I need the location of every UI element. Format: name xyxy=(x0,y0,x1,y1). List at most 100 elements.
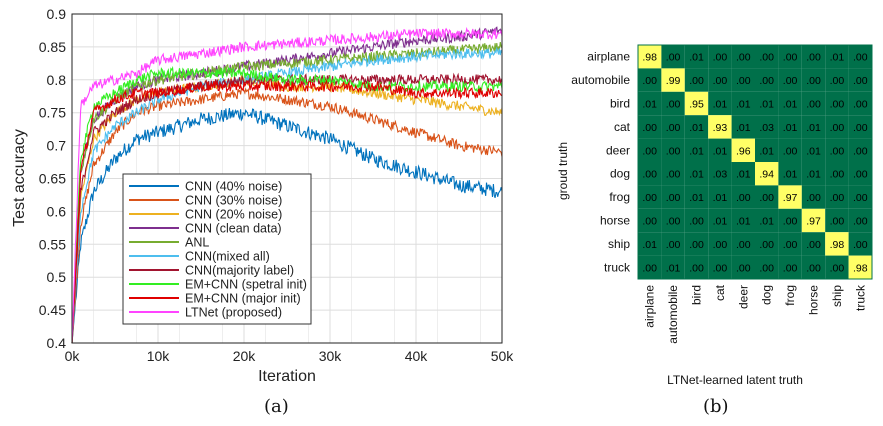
matrix-cell xyxy=(638,68,662,92)
row-label: dog xyxy=(610,167,630,181)
matrix-cell xyxy=(801,162,826,186)
matrix-value: .00 xyxy=(642,216,657,228)
confusion-matrix: .98 .00 .01 .00 .00 .00 .00 .00 .01 .00 .00 .99 .00.… xyxy=(556,44,873,387)
row-label: frog xyxy=(609,190,630,204)
column-label: horse xyxy=(807,285,821,315)
matrix-cell xyxy=(801,138,826,162)
plot-frame xyxy=(71,13,503,344)
matrix-value: .00 xyxy=(853,145,868,157)
matrix-cell xyxy=(684,232,709,256)
matrix-cell xyxy=(638,138,662,162)
y-tick-label: 0.65 xyxy=(39,171,66,187)
matrix-cell xyxy=(778,91,802,116)
matrix-value: .00 xyxy=(666,169,681,181)
matrix-value: .01 xyxy=(736,216,751,228)
matrix-value: .00 xyxy=(713,75,728,87)
matrix-value: .01 xyxy=(759,216,774,228)
matrix-cell xyxy=(755,232,779,256)
column-label: automobile xyxy=(666,285,680,344)
matrix-value: .01 xyxy=(689,52,704,64)
matrix-value: .00 xyxy=(783,239,798,251)
matrix-cell xyxy=(801,91,826,116)
matrix-value: .93 xyxy=(713,122,728,134)
matrix-cell xyxy=(708,185,732,209)
matrix-value: .96 xyxy=(736,145,751,157)
matrix-value: .00 xyxy=(759,262,774,274)
matrix-value: .00 xyxy=(666,122,681,134)
matrix-cell xyxy=(778,255,802,279)
matrix-cell xyxy=(825,68,849,92)
column-label: deer xyxy=(736,285,750,309)
matrix-value: .00 xyxy=(642,262,657,274)
matrix-cell-diagonal xyxy=(684,91,709,116)
legend-label: CNN (clean data) xyxy=(185,222,282,236)
matrix-cell-diagonal xyxy=(661,68,685,92)
legend-label: CNN(majority label) xyxy=(185,264,294,278)
row-label: airplane xyxy=(587,50,630,64)
matrix-cell xyxy=(661,255,685,279)
matrix-value: .99 xyxy=(666,75,681,87)
matrix-cell xyxy=(731,91,755,116)
matrix-value: .00 xyxy=(830,99,845,111)
row-label: bird xyxy=(610,97,630,111)
y-tick-label: 0.8 xyxy=(47,72,67,88)
matrix-cell xyxy=(755,185,779,209)
matrix-value: .00 xyxy=(830,216,845,228)
matrix-value: .00 xyxy=(853,99,868,111)
x-tick-labels: 0k 10k 20k 30k 40k 50k xyxy=(65,348,515,364)
x-tick-label: 0k xyxy=(65,348,81,364)
matrix-cell xyxy=(708,91,732,116)
matrix-value: .01 xyxy=(783,99,798,111)
y-tick-label: 0.55 xyxy=(39,236,66,252)
matrix-cell xyxy=(825,208,849,233)
series-line-6 xyxy=(71,46,503,344)
matrix-cell xyxy=(708,255,732,279)
matrix-value: .00 xyxy=(806,75,821,87)
x-tick-label: 50k xyxy=(491,348,515,364)
matrix-cell xyxy=(731,162,755,186)
accuracy-line-chart: 0.4 0.45 0.5 0.55 0.6 0.65 0.7 0.75 0.8 0.85 0.9 0… xyxy=(11,6,514,385)
row-label: ship xyxy=(608,237,630,251)
matrix-cell xyxy=(848,232,872,256)
matrix-value: .01 xyxy=(689,145,704,157)
matrix-value: .00 xyxy=(853,52,868,64)
matrix-value: .00 xyxy=(783,216,798,228)
matrix-value: .01 xyxy=(642,239,657,251)
series-line-9 xyxy=(71,79,503,344)
x-tick-label: 10k xyxy=(147,348,171,364)
y-tick-label: 0.75 xyxy=(39,105,66,121)
matrix-value: .00 xyxy=(666,99,681,111)
matrix-cell xyxy=(708,162,732,186)
matrix-cell xyxy=(638,91,662,116)
matrix-value: .00 xyxy=(783,52,798,64)
matrix-cell xyxy=(848,208,872,233)
matrix-cell xyxy=(731,232,755,256)
matrix-value: .00 xyxy=(736,192,751,204)
matrix-cell xyxy=(684,185,709,209)
matrix-cell xyxy=(778,45,802,69)
matrix-cell-diagonal xyxy=(778,185,802,209)
legend-label: EM+CNN (spetral init) xyxy=(185,278,307,292)
matrix-cell xyxy=(661,45,685,69)
matrix-value: .00 xyxy=(853,192,868,204)
y-tick-labels: 0.4 0.45 0.5 0.55 0.6 0.65 0.7 0.75 0.8 0.85 0.9 xyxy=(39,6,66,351)
matrix-cell xyxy=(755,91,779,116)
matrix-cell xyxy=(684,45,709,69)
series-line-10 xyxy=(71,26,503,344)
column-label: bird xyxy=(690,285,704,305)
matrix-cell xyxy=(825,91,849,116)
matrix-value: .01 xyxy=(806,145,821,157)
matrix-cell-diagonal xyxy=(755,162,779,186)
y-tick-label: 0.9 xyxy=(47,6,67,22)
legend-label: CNN (20% noise) xyxy=(185,208,282,222)
y-tick-label: 0.45 xyxy=(39,302,66,318)
series-line-1 xyxy=(71,108,503,344)
matrix-value: .00 xyxy=(642,192,657,204)
matrix-cell xyxy=(801,68,826,92)
series-lines xyxy=(71,26,503,344)
matrix-cell xyxy=(638,208,662,233)
matrix-cell xyxy=(684,162,709,186)
matrix-cells xyxy=(637,44,873,280)
matrix-cell xyxy=(708,208,732,233)
